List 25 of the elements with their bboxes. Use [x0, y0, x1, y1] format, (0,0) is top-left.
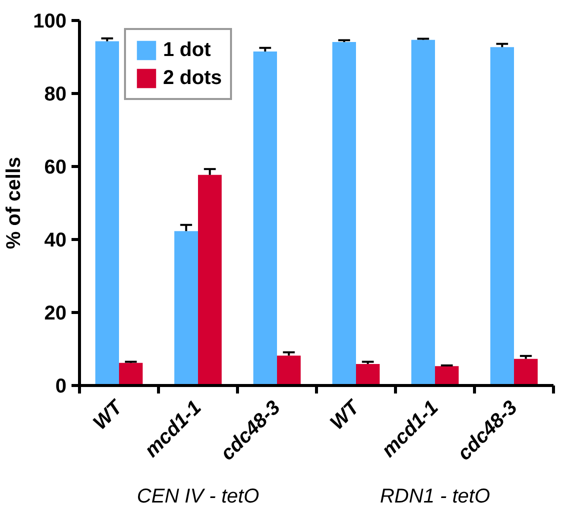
bar	[198, 174, 222, 386]
y-axis-title: % of cells	[3, 156, 26, 250]
y-tick-label: 60	[44, 156, 67, 178]
bar	[95, 41, 119, 386]
y-tick-label: 20	[44, 302, 67, 324]
legend-label: 2 dots	[163, 66, 222, 90]
y-tick-label: 0	[55, 376, 66, 398]
y-tick-label: 40	[44, 230, 67, 252]
x-tick-label: WT	[326, 395, 366, 434]
bar	[332, 42, 356, 386]
text: CEN IV - tetO	[136, 486, 260, 508]
text: RDN1 - tetO	[380, 486, 490, 508]
bar	[277, 356, 301, 386]
y-tick-label: 80	[44, 84, 67, 106]
bar	[253, 52, 277, 386]
bar	[435, 366, 459, 386]
bar	[490, 47, 514, 386]
bar	[356, 364, 380, 386]
bar	[119, 362, 143, 386]
bar	[174, 231, 198, 386]
y-tick-label: 100	[33, 10, 67, 32]
bar	[411, 40, 435, 386]
bar	[514, 358, 538, 386]
legend-label: 1 dot	[163, 38, 211, 62]
x-tick-label: WT	[89, 395, 128, 434]
